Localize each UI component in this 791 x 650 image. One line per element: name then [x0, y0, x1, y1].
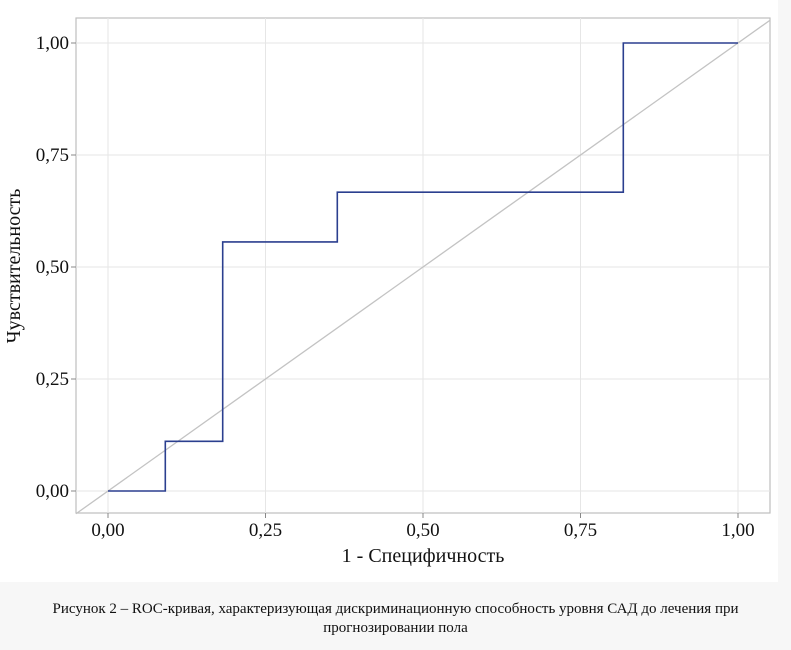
- roc-curve-line: [108, 42, 738, 492]
- y-tick-label: 0,00: [36, 481, 69, 502]
- tick-marks: [71, 42, 739, 518]
- roc-chart: 0,00 0,00 0,25 0,25 0,50 0,50 0,75 0,75 1,00 1,00…: [3, 17, 771, 567]
- y-tick-label: 1,00: [36, 33, 69, 54]
- tick-labels: 0,00 0,00 0,25 0,25 0,50 0,50 0,75 0,75 1,00 1,00: [36, 33, 755, 541]
- x-tick-label: 1,00: [721, 520, 754, 541]
- chart-figure: 0,00 0,00 0,25 0,25 0,50 0,50 0,75 0,75 1,00 1,00…: [3, 17, 771, 567]
- x-tick-label: 0,50: [406, 520, 439, 541]
- series-layer: [75, 19, 771, 515]
- y-tick-label: 0,50: [36, 257, 69, 278]
- figure-caption: Рисунок 2 – ROC-кривая, характеризующая …: [0, 600, 791, 638]
- caption-line-1: Рисунок 2 – ROC-кривая, характеризующая …: [52, 601, 739, 617]
- y-axis-title: Чувствительность: [3, 189, 25, 344]
- x-tick-label: 0,25: [249, 520, 282, 541]
- x-tick-label: 0,75: [564, 520, 597, 541]
- y-tick-label: 0,75: [36, 145, 69, 166]
- x-axis-title: 1 - Специфичность: [342, 545, 505, 567]
- reference-diagonal-line: [75, 19, 771, 515]
- y-tick-label: 0,25: [36, 369, 69, 390]
- caption-line-2: прогнозировании пола: [323, 620, 468, 636]
- x-tick-label: 0,00: [91, 520, 124, 541]
- grid-lines: [76, 18, 770, 513]
